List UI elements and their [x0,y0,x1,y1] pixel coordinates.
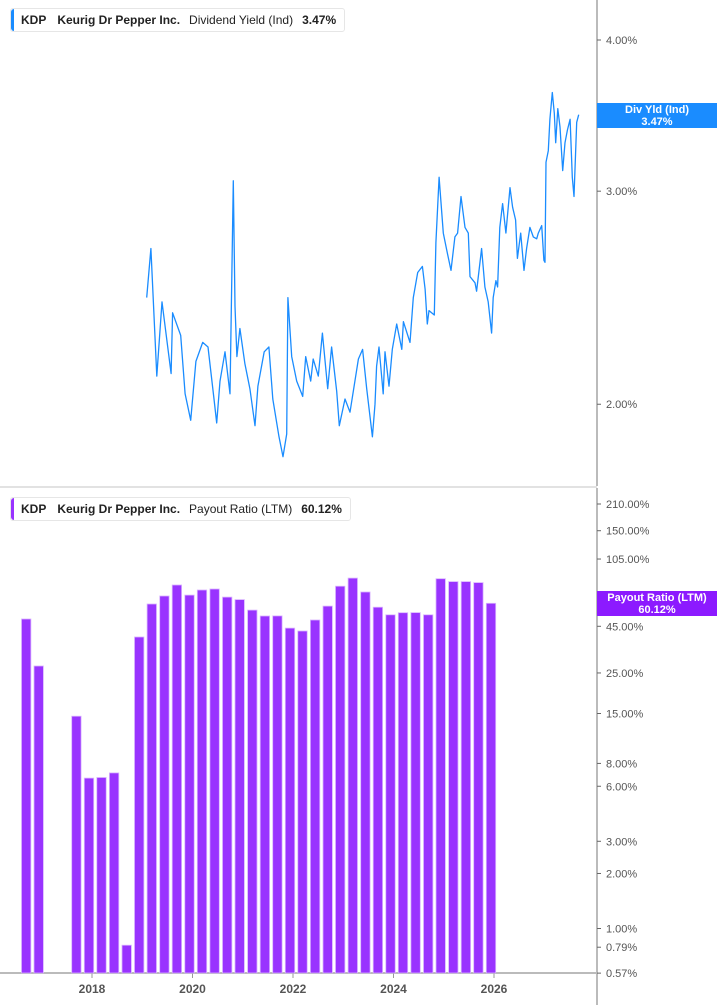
current-payout-tag: Payout Ratio (LTM) 60.12% [597,591,717,616]
y-tick-label: 1.00% [606,924,637,936]
current-yield-tag: Div Yld (Ind) 3.47% [597,103,717,128]
dividend-yield-line [146,91,580,458]
y-tick-label: 210.00% [606,499,650,511]
x-tick-label: 2024 [380,982,407,996]
payout-bar [485,602,497,974]
payout-bar [309,619,321,974]
payout-bar [322,605,333,974]
payout-bar [385,614,396,974]
x-tick-label: 2020 [179,982,206,996]
y-tick-label: 2.00% [606,868,637,880]
legend-metric: Payout Ratio (LTM) [189,502,293,516]
tag-value: 60.12% [638,604,676,616]
top-legend: KDP Keurig Dr Pepper Inc. Dividend Yield… [10,8,346,32]
payout-bar [297,630,308,974]
payout-bar [146,603,157,974]
payout-bar [460,581,472,974]
x-tick-label: 2022 [280,982,307,996]
payout-bar [33,665,44,974]
y-tick-label: 2.00% [606,399,637,411]
y-tick-label: 25.00% [606,668,644,680]
y-tick-label: 4.00% [606,35,637,47]
payout-bar [21,618,32,974]
legend-company: Keurig Dr Pepper Inc. [57,13,181,27]
payout-bar [83,777,95,974]
payout-bar [184,594,195,974]
payout-bar [234,599,245,974]
payout-bar [423,614,434,974]
payout-bar [272,615,283,974]
bottom-y-ticks: 210.00%150.00%105.00%55.00%45.00%25.00%1… [597,499,650,980]
y-tick-label: 105.00% [606,554,650,566]
payout-bar [121,944,132,974]
payout-bar [222,596,233,974]
payout-bar [435,578,446,974]
y-tick-label: 0.57% [606,968,637,980]
payout-bar [171,584,182,974]
tag-label: Payout Ratio (LTM) [607,592,707,604]
x-tick-label: 2026 [481,982,508,996]
payout-bar [71,715,82,974]
payout-bar [109,772,120,974]
payout-bar [448,581,459,974]
y-tick-label: 0.79% [606,942,637,954]
y-tick-label: 8.00% [606,758,637,770]
top-y-ticks: 4.00% 3.00% 2.00% [597,35,637,411]
payout-bar [347,577,358,974]
y-tick-label: 3.00% [606,836,637,848]
legend-value: 3.47% [302,13,337,27]
panel-separator [0,486,597,488]
legend-ticker: KDP [21,13,47,27]
payout-bar [247,609,258,974]
payout-bar [360,591,371,974]
legend-metric: Dividend Yield (Ind) [189,13,294,27]
legend-color-marker [11,9,14,31]
y-tick-label: 45.00% [606,621,644,633]
payout-bars [21,577,497,974]
payout-bar [159,595,170,974]
payout-bar [96,777,107,974]
payout-bar [134,636,145,974]
bottom-legend: KDP Keurig Dr Pepper Inc. Payout Ratio (… [10,497,351,521]
tag-label: Div Yld (Ind) [625,104,689,116]
payout-bar [372,606,384,974]
payout-bar [196,589,208,974]
payout-bar [473,582,484,974]
y-tick-label: 150.00% [606,526,650,538]
y-tick-label: 3.00% [606,186,637,198]
legend-value: 60.12% [301,502,342,516]
x-tick-label: 2018 [79,982,106,996]
tag-value: 3.47% [641,116,673,128]
payout-bar [410,612,421,974]
y-tick-label: 15.00% [606,709,644,721]
payout-bar [335,585,346,974]
payout-bar [397,612,409,974]
payout-bar [209,588,220,974]
payout-bar [259,615,271,974]
legend-color-marker [11,498,14,520]
y-tick-label: 6.00% [606,781,637,793]
x-ticks: 2018 2020 2022 2024 2026 [79,973,508,996]
legend-company: Keurig Dr Pepper Inc. [57,502,181,516]
payout-bar [284,627,296,974]
legend-ticker: KDP [21,502,47,516]
